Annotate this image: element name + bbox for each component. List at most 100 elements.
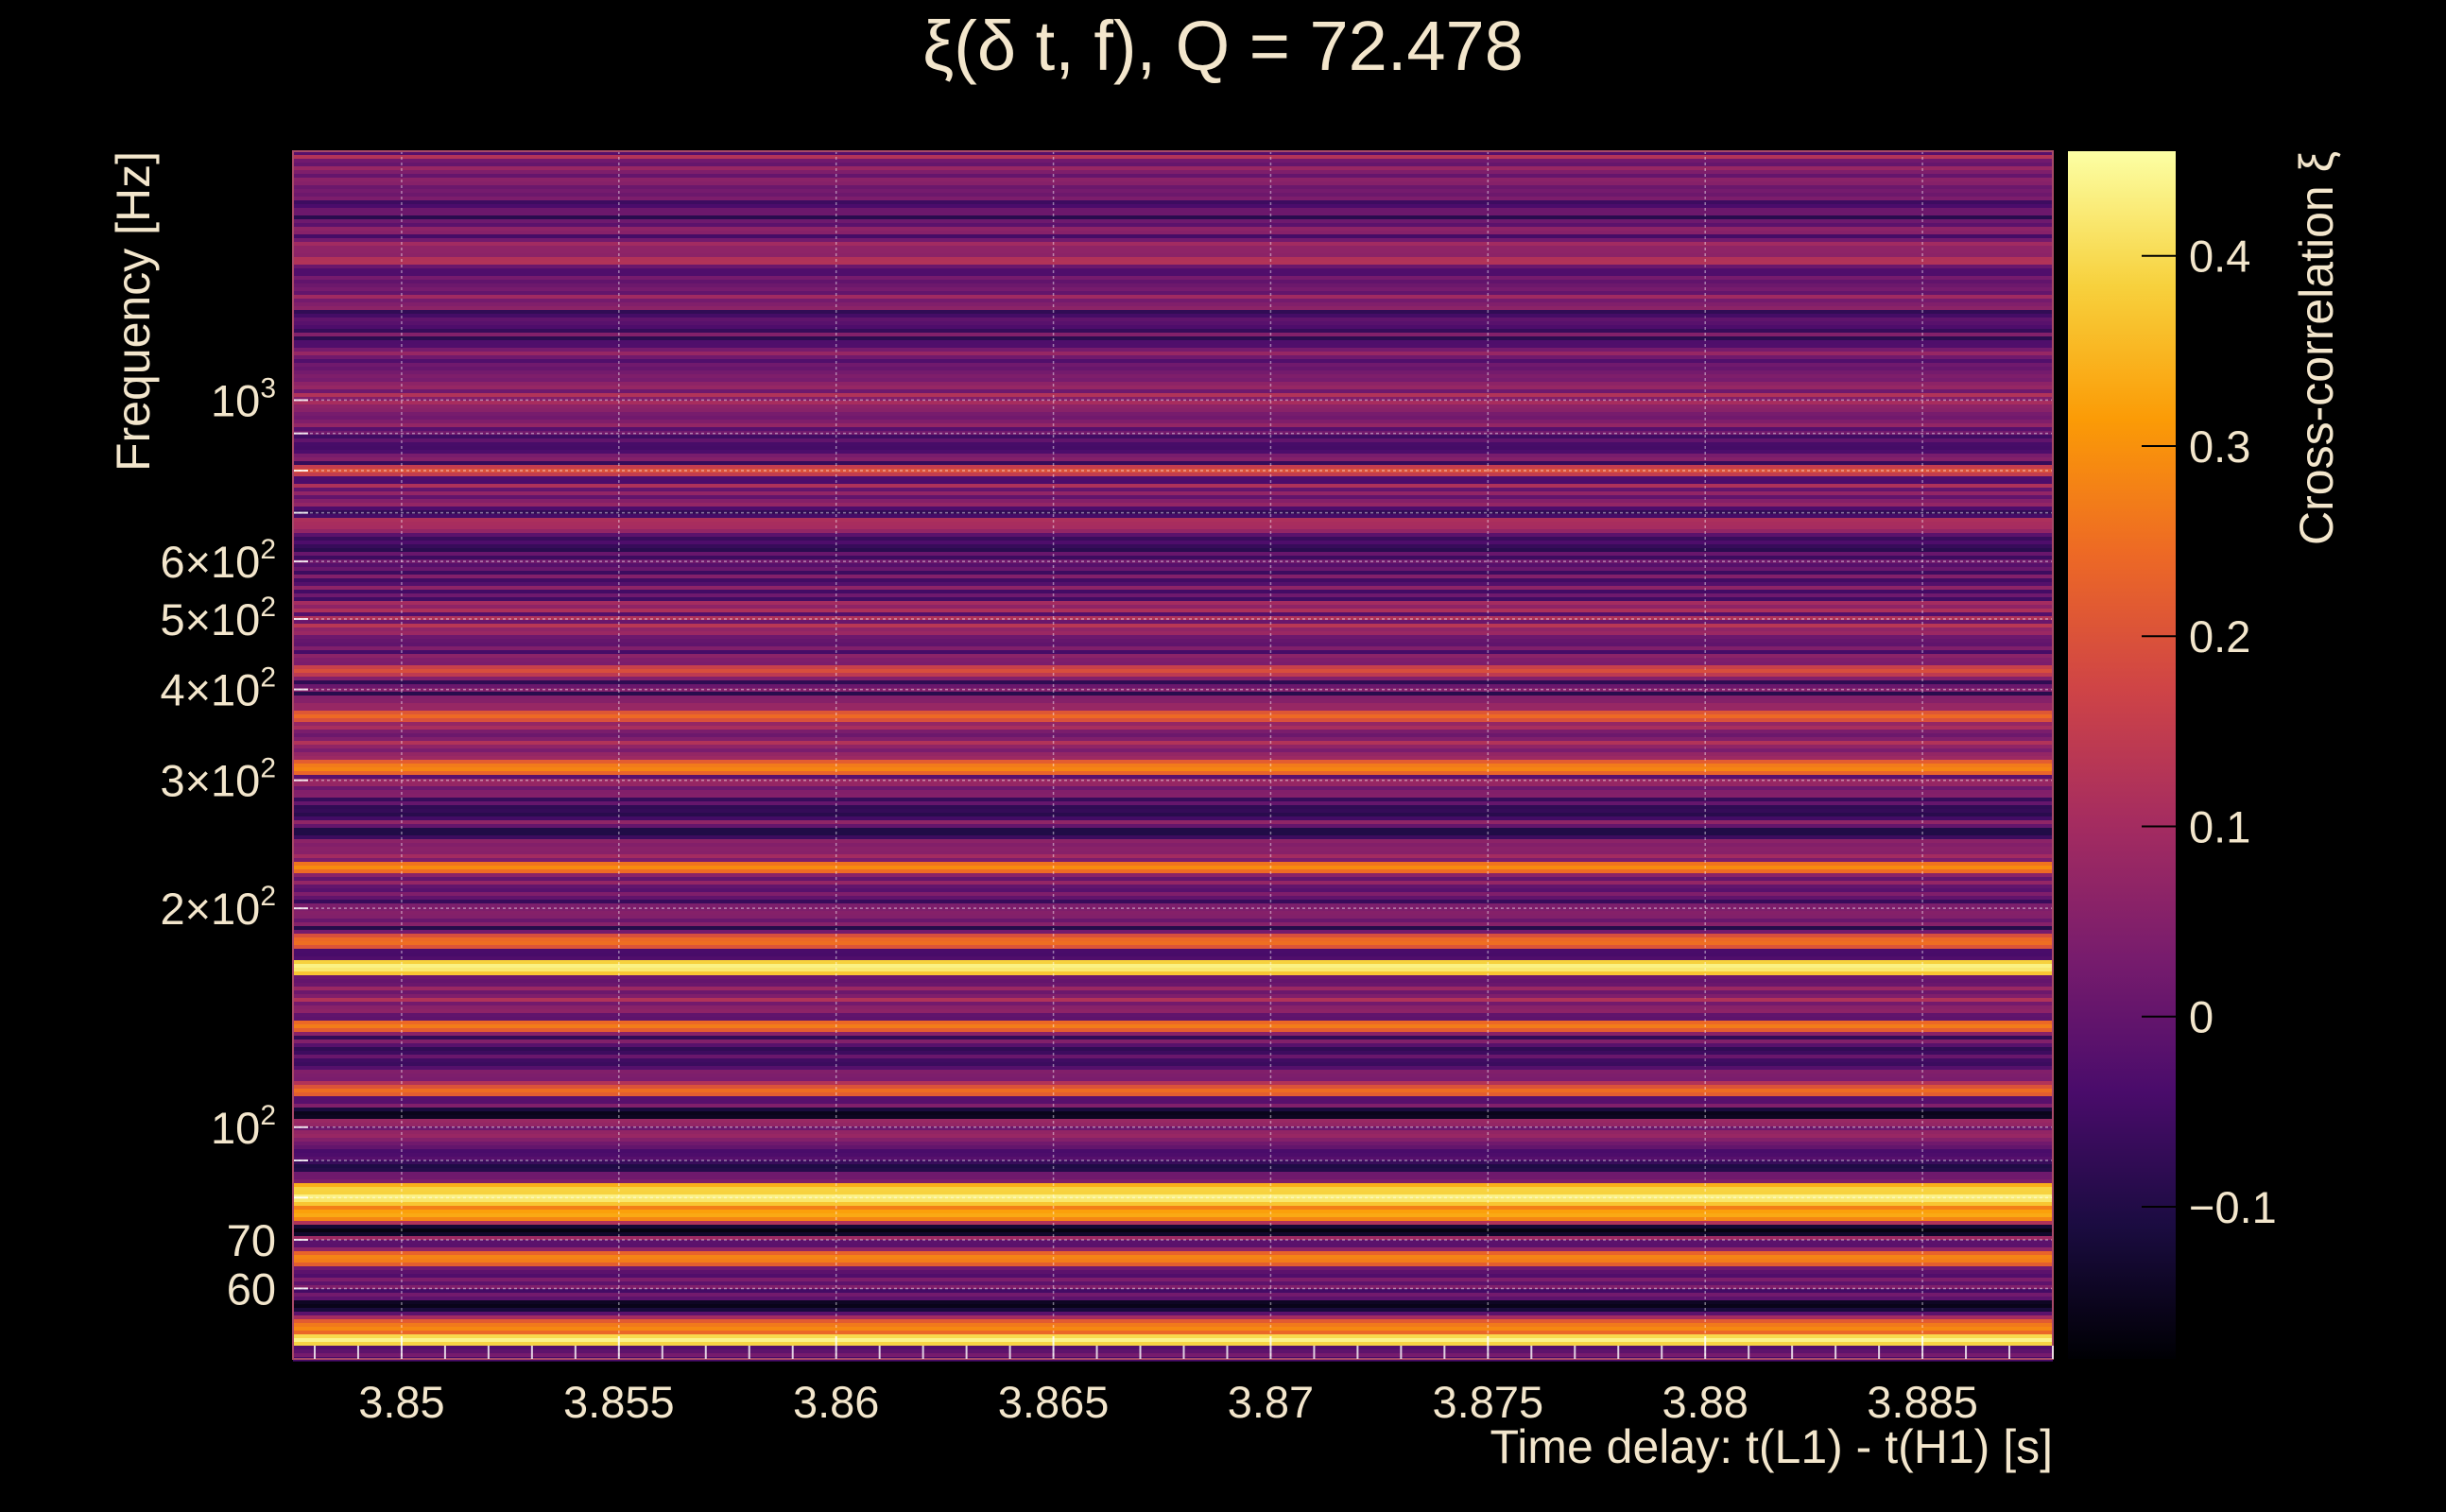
heatmap-row (293, 624, 2053, 628)
heatmap-row (293, 333, 2053, 337)
heatmap-row (293, 767, 2053, 772)
heatmap-row (293, 805, 2053, 810)
y-tick-label: 70 (227, 1215, 276, 1265)
chart-title: ξ(δ t, f), Q = 72.478 (922, 7, 1524, 85)
heatmap-row (293, 1153, 2053, 1158)
heatmap-row (293, 1096, 2053, 1101)
heatmap-row (293, 503, 2053, 507)
heatmap-row (293, 775, 2053, 780)
heatmap-row (293, 994, 2053, 999)
heatmap-row (293, 953, 2053, 957)
heatmap-row (293, 1168, 2053, 1173)
heatmap-row (293, 911, 2053, 916)
heatmap-row (293, 881, 2053, 885)
x-tick-labels: 3.85 3.855 3.86 3.865 3.87 3.875 3.88 3.885 (358, 1377, 1978, 1427)
heatmap-row (293, 794, 2053, 799)
heatmap-row (293, 593, 2053, 598)
heatmap-row (293, 771, 2053, 776)
heatmap-row (293, 442, 2053, 447)
heatmap-row (293, 854, 2053, 859)
heatmap-row (293, 299, 2053, 303)
heatmap-row (293, 1285, 2053, 1290)
x-minor-ticks (313, 1336, 2054, 1359)
heatmap-row (293, 1338, 2053, 1343)
heatmap-row (293, 234, 2053, 239)
heatmap-row (293, 249, 2053, 254)
heatmap-row (293, 1327, 2053, 1332)
heatmap-row (293, 420, 2053, 424)
y-tick-label: 102 (211, 1100, 276, 1153)
heatmap-row (293, 1077, 2053, 1082)
heatmap-row (293, 612, 2053, 617)
heatmap-row (293, 650, 2053, 655)
heatmap-row (293, 601, 2053, 606)
heatmap-row (293, 1266, 2053, 1271)
heatmap-row (293, 1312, 2053, 1316)
heatmap-row (293, 223, 2053, 228)
heatmap-row (293, 1300, 2053, 1305)
colorbar-tick-label: 0.3 (2189, 421, 2250, 472)
x-tick-label: 3.87 (1228, 1377, 1314, 1427)
heatmap-row (293, 979, 2053, 984)
heatmap-row (293, 748, 2053, 753)
heatmap-row (293, 956, 2053, 961)
heatmap-row (293, 1142, 2053, 1146)
heatmap-row (293, 1157, 2053, 1161)
colorbar-ticks: −0.1 0 0.1 0.2 0.3 0.4 (2142, 232, 2277, 1232)
y-tick-label: 103 (211, 372, 276, 425)
heatmap-row (293, 869, 2053, 874)
heatmap-row (293, 257, 2053, 262)
heatmap-row (293, 1206, 2053, 1211)
heatmap-row (293, 423, 2053, 428)
heatmap-row (293, 208, 2053, 213)
heatmap-row (293, 1225, 2053, 1229)
heatmap-row (293, 922, 2053, 927)
heatmap-row (293, 688, 2053, 693)
heatmap-row (293, 507, 2053, 511)
heatmap-row (293, 843, 2053, 848)
heatmap-row (293, 1130, 2053, 1135)
heatmap-row (293, 730, 2053, 734)
heatmap-row (293, 1047, 2053, 1052)
heatmap-row (293, 1255, 2053, 1260)
heatmap-row (293, 888, 2053, 893)
heatmap-row (293, 1202, 2053, 1207)
heatmap-row (293, 514, 2053, 519)
heatmap-row (293, 1066, 2053, 1071)
heatmap-row (293, 571, 2053, 576)
heatmap-row (293, 866, 2053, 870)
heatmap-row (293, 246, 2053, 250)
heatmap-row (293, 934, 2053, 938)
heatmap-row (293, 1213, 2053, 1218)
heatmap-row (293, 1210, 2053, 1214)
heatmap-row (293, 268, 2053, 273)
heatmap-row (293, 643, 2053, 647)
heatmap-row (293, 627, 2053, 632)
y-tick-label: 5×102 (160, 592, 276, 644)
heatmap-row (293, 261, 2053, 266)
heatmap-row (293, 393, 2053, 398)
x-gridlines (401, 151, 1923, 1359)
heatmap-row (293, 1028, 2053, 1033)
heatmap-row (293, 1036, 2053, 1040)
heatmap-row (293, 533, 2053, 538)
heatmap-row (293, 1074, 2053, 1078)
heatmap-row (293, 1228, 2053, 1233)
heatmap-row (293, 1070, 2053, 1074)
heatmap-row (293, 896, 2053, 901)
heatmap-row (293, 816, 2053, 821)
heatmap-row (293, 1244, 2053, 1248)
heatmap-row (293, 314, 2053, 318)
heatmap-row (293, 1293, 2053, 1297)
heatmap-row (293, 1013, 2053, 1018)
heatmap-row (293, 964, 2053, 969)
heatmap-row (293, 983, 2053, 988)
heatmap-row (293, 847, 2053, 851)
heatmap-row (293, 1111, 2053, 1116)
heatmap-row (293, 265, 2053, 269)
heatmap-row (293, 552, 2053, 557)
heatmap-row (293, 839, 2053, 844)
heatmap-row (293, 1160, 2053, 1165)
heatmap-row (293, 669, 2053, 674)
heatmap-row (293, 578, 2053, 583)
